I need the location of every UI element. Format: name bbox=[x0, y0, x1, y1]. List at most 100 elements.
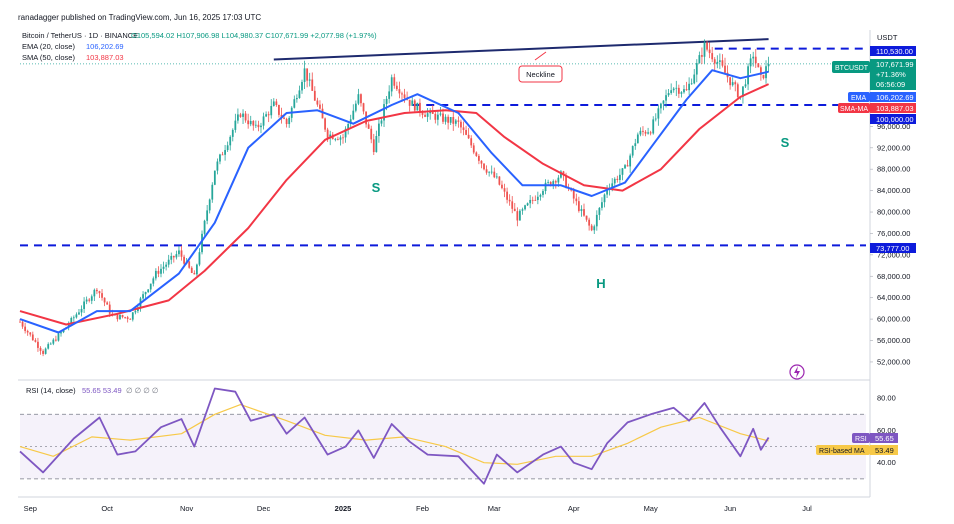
candle bbox=[593, 224, 596, 235]
candle bbox=[319, 100, 321, 110]
candle bbox=[254, 120, 257, 128]
time-axis-label: Sep bbox=[24, 504, 37, 513]
candle-body bbox=[347, 124, 350, 129]
price-tick-label: 68,000.00 bbox=[877, 272, 910, 281]
sma-legend-value: 103,887.03 bbox=[86, 53, 124, 62]
candle bbox=[731, 77, 734, 87]
rsi-tags: RSI 55.65 RSI-based MA 53.49 bbox=[816, 433, 898, 455]
candle bbox=[24, 322, 27, 334]
candle-body bbox=[444, 116, 447, 122]
candle-body bbox=[642, 130, 644, 132]
candle bbox=[93, 288, 96, 302]
candle-body bbox=[78, 312, 80, 315]
candle bbox=[224, 144, 226, 161]
candle bbox=[336, 136, 339, 141]
candle-body bbox=[690, 83, 693, 85]
candle bbox=[762, 74, 765, 80]
neckline-label: Neckline bbox=[526, 70, 555, 79]
candle-body bbox=[647, 132, 649, 134]
candle bbox=[129, 318, 132, 320]
candle bbox=[295, 94, 298, 103]
price-tick-label: 88,000.00 bbox=[877, 165, 910, 174]
candle bbox=[526, 202, 529, 207]
candle bbox=[288, 116, 291, 128]
candle bbox=[26, 329, 29, 336]
candle-body bbox=[521, 209, 524, 211]
candle-body bbox=[465, 129, 467, 135]
ema-legend-label: EMA (20, close) bbox=[22, 42, 75, 51]
candle bbox=[398, 81, 401, 99]
candle-body bbox=[529, 199, 532, 204]
candle bbox=[393, 73, 396, 89]
candle-body bbox=[436, 114, 439, 120]
candle-body bbox=[298, 90, 301, 99]
candle bbox=[247, 113, 250, 129]
candle bbox=[465, 125, 467, 136]
candle-body bbox=[695, 63, 698, 75]
candle-body bbox=[536, 196, 539, 201]
candle-body bbox=[757, 63, 760, 68]
candle bbox=[416, 102, 419, 111]
candle bbox=[188, 260, 191, 269]
candle bbox=[270, 99, 273, 119]
candle-body bbox=[285, 118, 288, 125]
candle bbox=[649, 130, 652, 136]
candle-body bbox=[736, 84, 739, 98]
candle-body bbox=[483, 163, 485, 170]
rsi-ma-tag-value: 53.49 bbox=[875, 446, 894, 455]
candle bbox=[642, 126, 644, 136]
candle bbox=[147, 289, 150, 293]
candle-body bbox=[585, 215, 588, 220]
candle-body bbox=[134, 311, 137, 313]
candle-body bbox=[395, 85, 398, 90]
candle bbox=[511, 196, 514, 214]
candle bbox=[29, 332, 32, 337]
candle-body bbox=[252, 120, 255, 126]
candle bbox=[262, 112, 265, 130]
candle bbox=[693, 69, 696, 85]
candle-body bbox=[295, 98, 298, 100]
candle bbox=[736, 82, 739, 99]
candle-body bbox=[498, 176, 501, 185]
candle-body bbox=[680, 92, 683, 94]
candle bbox=[272, 98, 275, 107]
candle-body bbox=[57, 333, 60, 341]
candle-body bbox=[388, 91, 391, 99]
candle bbox=[408, 99, 411, 112]
candle-body bbox=[703, 42, 706, 57]
candle bbox=[157, 266, 160, 278]
candle-body bbox=[19, 321, 21, 323]
candle-body bbox=[198, 252, 201, 265]
candle bbox=[342, 133, 344, 144]
candle-body bbox=[360, 94, 362, 104]
candle-body bbox=[308, 79, 311, 81]
candle-body bbox=[96, 289, 98, 292]
candle bbox=[519, 209, 521, 221]
candle-body bbox=[390, 77, 393, 92]
candle bbox=[357, 88, 360, 106]
candle-body bbox=[411, 100, 414, 106]
candle-body bbox=[336, 138, 339, 140]
price-tick-label: 92,000.00 bbox=[877, 143, 910, 152]
candle-body bbox=[319, 104, 321, 109]
candle bbox=[767, 56, 770, 73]
candle bbox=[618, 168, 621, 185]
candle-body bbox=[260, 125, 262, 128]
candle bbox=[644, 130, 647, 137]
candle-body bbox=[190, 267, 193, 273]
candle bbox=[631, 145, 634, 158]
candle bbox=[298, 85, 301, 99]
candle bbox=[716, 55, 719, 69]
candle bbox=[703, 39, 706, 64]
candle-body bbox=[219, 154, 221, 162]
candle bbox=[380, 118, 383, 127]
candle-body bbox=[675, 87, 678, 89]
candle-body bbox=[144, 292, 147, 295]
candle-body bbox=[175, 254, 178, 258]
sma-tag-name: SMA-MA bbox=[840, 106, 868, 113]
candle-body bbox=[34, 340, 37, 342]
candle bbox=[321, 103, 324, 119]
lightning-icon[interactable] bbox=[789, 364, 805, 380]
candle-body bbox=[108, 304, 111, 314]
candle bbox=[301, 79, 303, 94]
